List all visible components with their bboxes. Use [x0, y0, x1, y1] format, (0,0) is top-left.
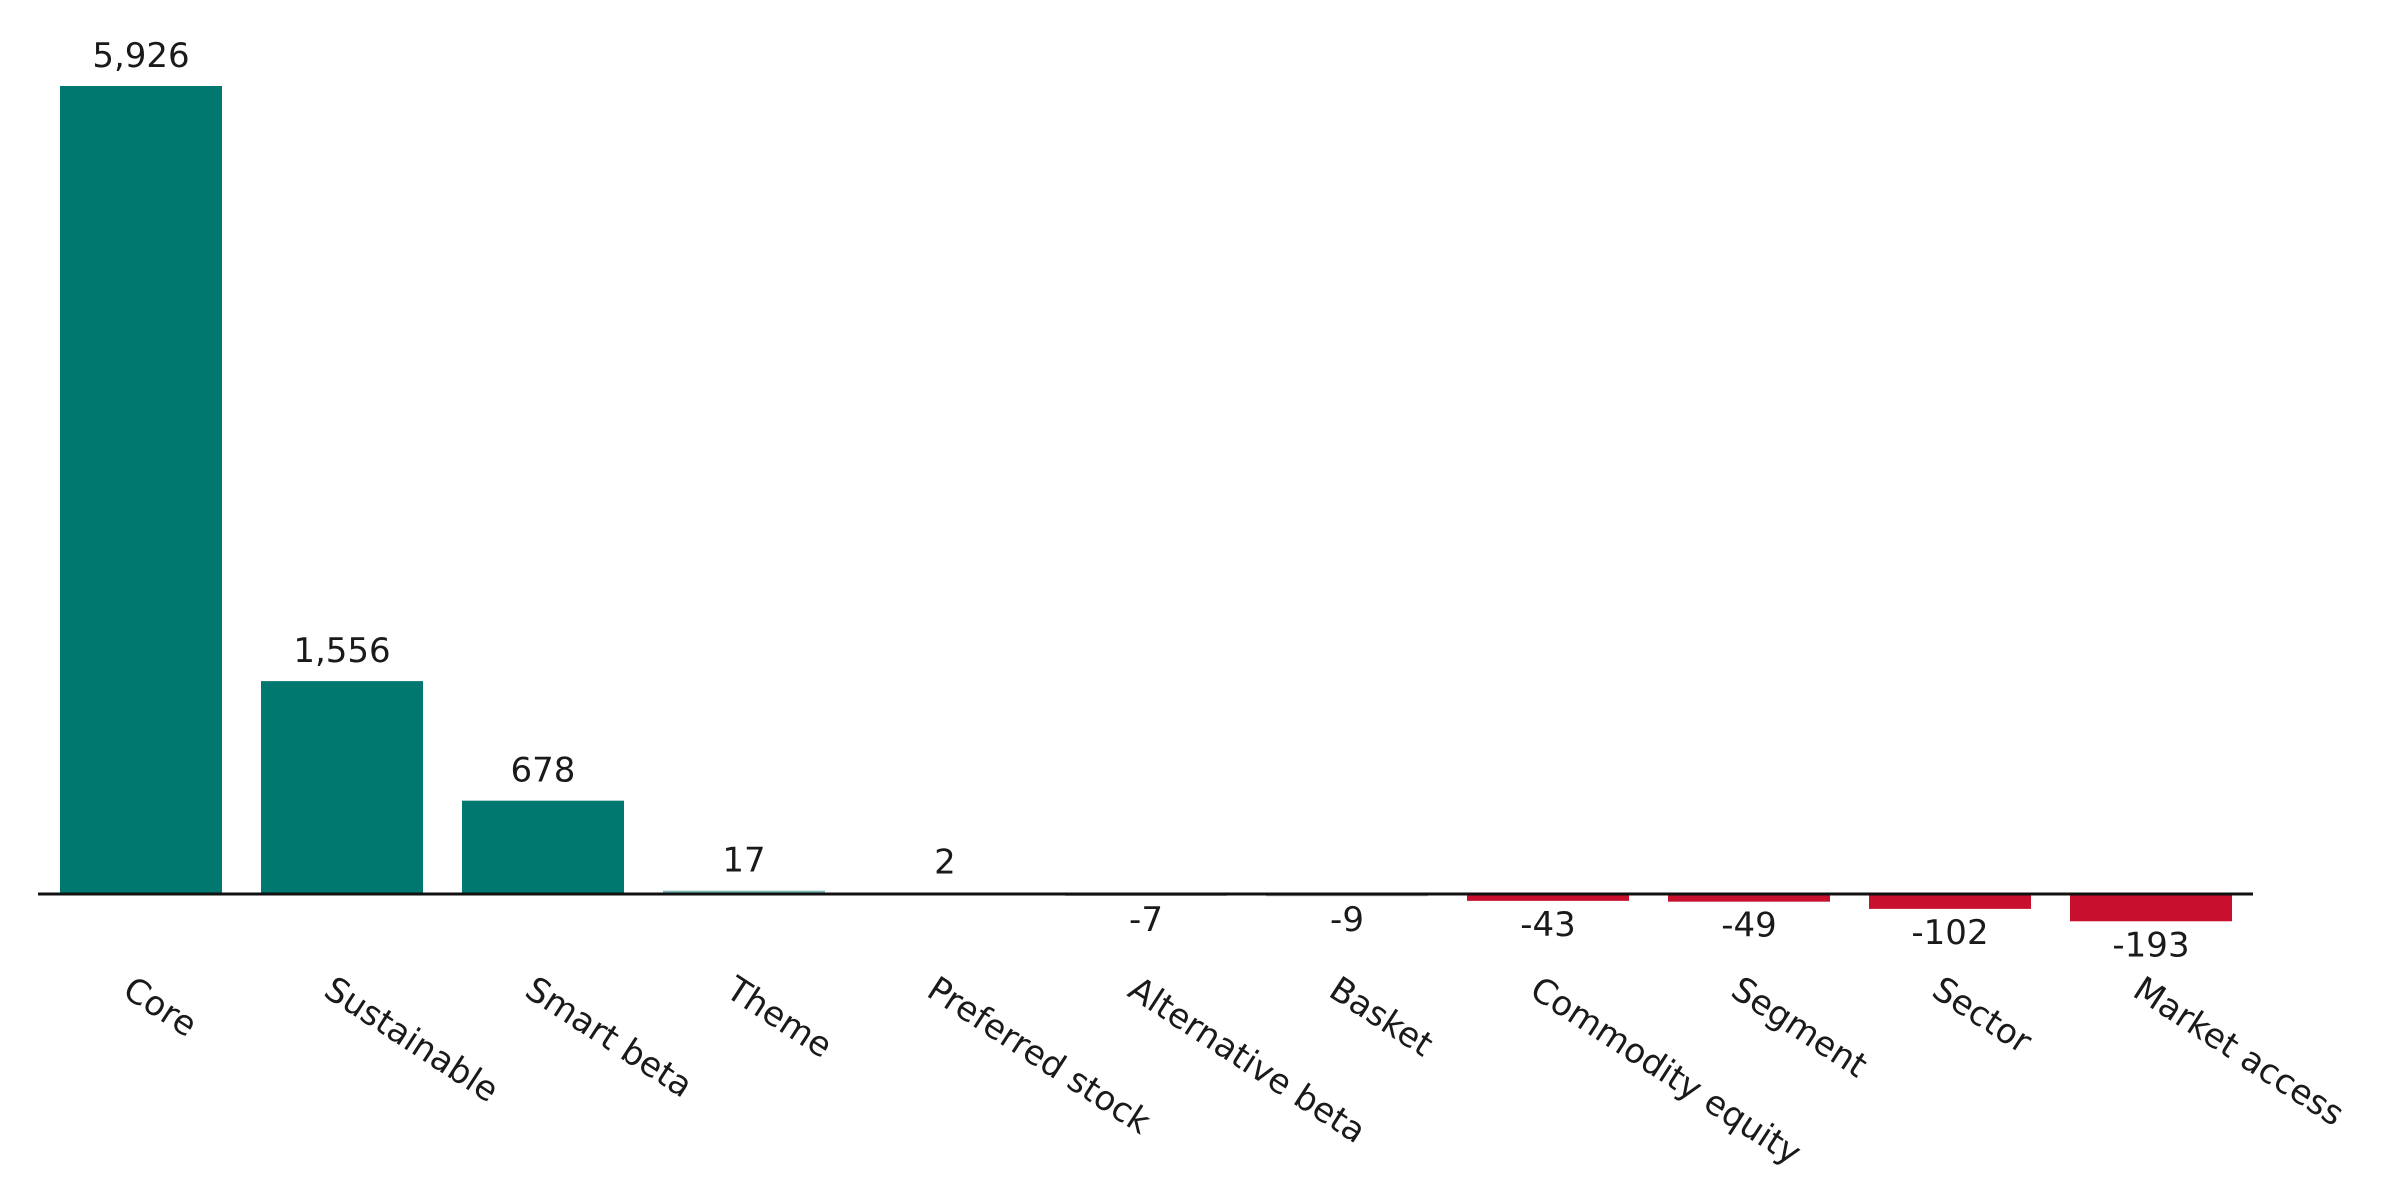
- bar: [462, 800, 624, 896]
- value-label: -9: [1330, 900, 1364, 940]
- x-tick-label: Segment: [1724, 969, 1874, 1086]
- x-tick-label: Preferred stock: [920, 969, 1158, 1143]
- x-tick-label: Market access: [2126, 969, 2351, 1134]
- value-label: -102: [1911, 913, 1988, 953]
- bar: [1869, 893, 2031, 909]
- bar: [261, 681, 423, 895]
- x-tick-label: Sustainable: [317, 969, 506, 1111]
- value-label: -193: [2112, 925, 2189, 965]
- x-tick-label: Sector: [1925, 969, 2038, 1062]
- value-label: -49: [1721, 906, 1777, 946]
- x-tick-label: Theme: [718, 968, 839, 1066]
- value-label: 17: [722, 841, 765, 881]
- value-label: 678: [511, 751, 576, 791]
- x-tick-label: Basket: [1322, 969, 1440, 1065]
- value-label: 2: [934, 843, 956, 883]
- bar: [2070, 893, 2232, 922]
- bar: [60, 86, 222, 895]
- value-label: -7: [1129, 900, 1163, 940]
- value-label: 1,556: [293, 631, 390, 671]
- x-tick-label: Core: [116, 969, 204, 1045]
- value-label: -43: [1520, 905, 1576, 945]
- value-label: 5,926: [92, 36, 189, 76]
- x-tick-label: Smart beta: [518, 969, 699, 1106]
